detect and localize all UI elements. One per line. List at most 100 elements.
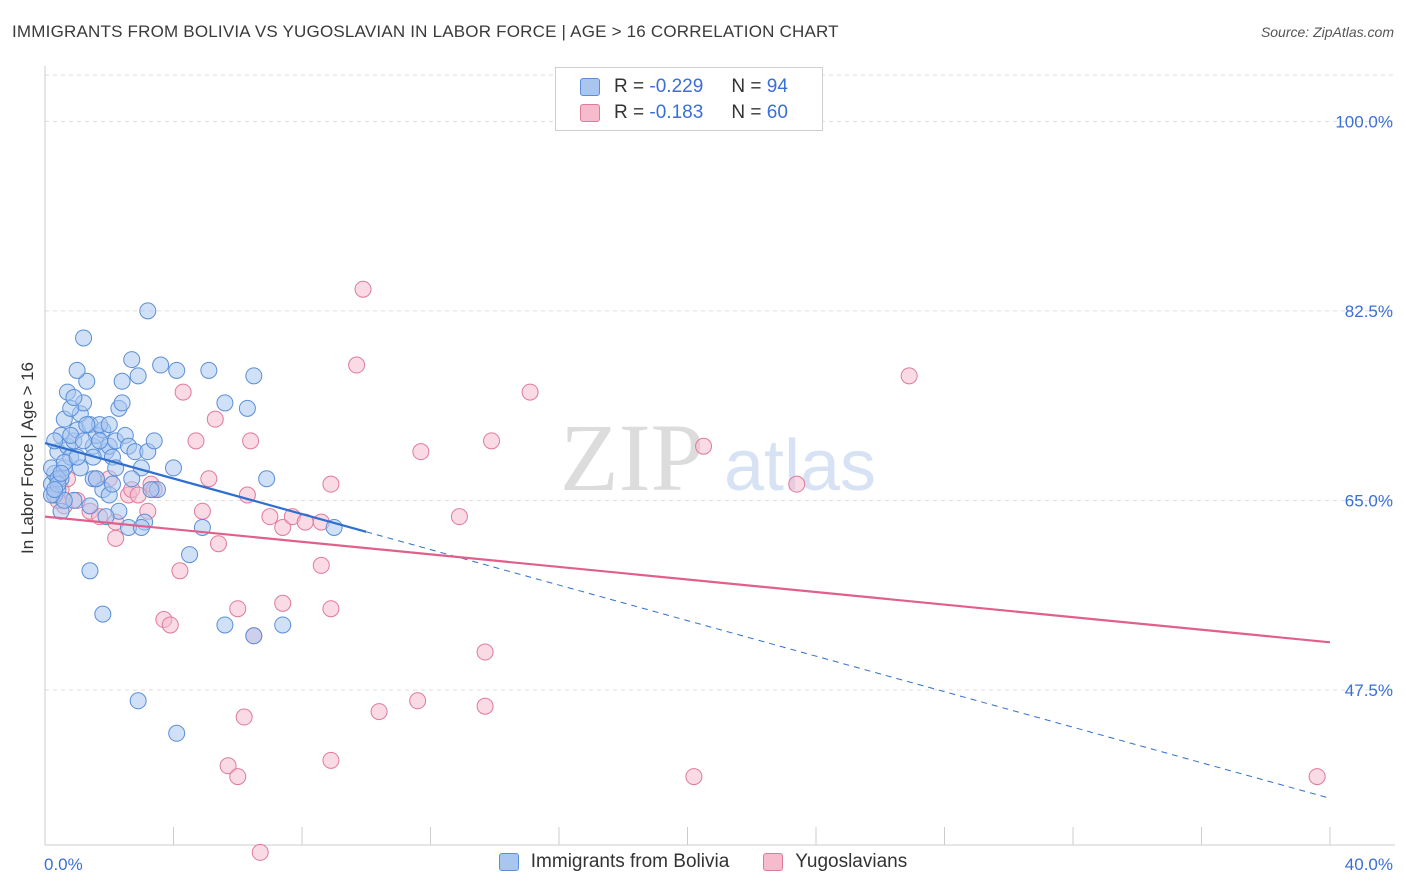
- data-point-yugoslavian: [900, 367, 918, 385]
- data-point-bolivia: [216, 394, 234, 412]
- data-point-bolivia: [113, 394, 131, 412]
- legend-n-value: 60: [766, 102, 788, 123]
- legend-r-label: R =: [614, 76, 645, 97]
- data-point-yugoslavian: [229, 768, 247, 786]
- data-point-yugoslavian: [229, 600, 247, 618]
- data-point-yugoslavian: [521, 383, 539, 401]
- trend-line-yugoslavian: [44, 515, 1331, 644]
- correlation-legend: R = -0.229 N = 94 R = -0.183 N = 60: [555, 67, 823, 131]
- y-tick-label: 100.0%: [1335, 112, 1393, 131]
- data-point-yugoslavian: [209, 535, 227, 553]
- legend-swatch-blue: [498, 853, 519, 871]
- data-point-bolivia: [274, 616, 292, 634]
- data-point-yugoslavian: [322, 751, 340, 769]
- data-point-bolivia: [75, 329, 93, 347]
- chart-title: IMMIGRANTS FROM BOLIVIA VS YUGOSLAVIAN I…: [12, 22, 839, 41]
- data-point-yugoslavian: [322, 600, 340, 618]
- data-point-bolivia: [52, 464, 70, 482]
- data-point-bolivia: [97, 508, 115, 526]
- legend-r-value: -0.183: [649, 102, 704, 123]
- data-point-yugoslavian: [242, 432, 260, 450]
- legend-r-label: R =: [614, 102, 645, 123]
- legend-item-yugoslavians: Yugoslavians: [763, 851, 907, 873]
- data-point-yugoslavian: [322, 475, 340, 493]
- x-tick-label: 0.0%: [44, 855, 83, 874]
- trend-layer: [44, 441, 1331, 799]
- data-point-yugoslavian: [274, 518, 292, 536]
- data-point-bolivia: [123, 470, 141, 488]
- legend-item-bolivia: Immigrants from Bolivia: [498, 851, 730, 873]
- data-point-bolivia: [78, 372, 96, 390]
- data-point-yugoslavian: [161, 616, 179, 634]
- data-point-yugoslavian: [685, 768, 703, 786]
- data-point-yugoslavian: [409, 692, 427, 710]
- data-point-bolivia: [113, 372, 131, 390]
- data-point-yugoslavian: [450, 508, 468, 526]
- watermark: ZIP atlas: [560, 404, 876, 511]
- data-point-bolivia: [165, 459, 182, 477]
- data-point-yugoslavian: [174, 383, 192, 401]
- data-point-yugoslavian: [412, 443, 430, 461]
- y-tick-label: 65.0%: [1345, 491, 1393, 510]
- data-point-bolivia: [81, 497, 99, 515]
- data-point-yugoslavian: [695, 437, 713, 455]
- data-point-yugoslavian: [219, 757, 237, 775]
- legend-n-label: N =: [731, 102, 762, 123]
- legend-swatch-blue: [580, 78, 600, 96]
- legend-row-bolivia: R = -0.229 N = 94: [580, 75, 788, 99]
- data-point-yugoslavian: [206, 410, 224, 428]
- data-point-bolivia: [168, 724, 186, 742]
- data-point-bolivia: [87, 470, 105, 488]
- data-point-bolivia: [68, 361, 86, 379]
- data-point-bolivia: [200, 361, 218, 379]
- y-tick-label: 82.5%: [1345, 302, 1393, 321]
- data-point-yugoslavian: [1308, 768, 1326, 786]
- data-point-bolivia: [103, 475, 121, 493]
- data-point-bolivia: [216, 616, 234, 634]
- data-point-bolivia: [100, 416, 118, 434]
- legend-n-label: N =: [731, 76, 762, 97]
- data-point-bolivia: [46, 481, 64, 499]
- data-point-bolivia: [129, 692, 147, 710]
- data-point-bolivia: [245, 627, 263, 645]
- data-point-bolivia: [91, 432, 109, 450]
- grid-layer: [45, 74, 1395, 691]
- data-point-yugoslavian: [200, 470, 218, 488]
- data-point-bolivia: [238, 399, 256, 417]
- legend-label-bolivia: Immigrants from Bolivia: [530, 851, 730, 872]
- watermark-zip: ZIP: [560, 404, 704, 511]
- data-point-bolivia: [78, 416, 96, 434]
- legend-swatch-pink: [763, 853, 784, 871]
- legend-swatch-pink: [580, 104, 600, 122]
- data-point-yugoslavian: [354, 280, 372, 298]
- data-point-bolivia: [81, 562, 99, 580]
- data-point-yugoslavian: [193, 502, 211, 520]
- data-point-yugoslavian: [483, 432, 501, 450]
- data-point-yugoslavian: [370, 703, 388, 721]
- y-tick-label: 47.5%: [1345, 681, 1393, 700]
- legend-row-yugoslavian: R = -0.183 N = 60: [580, 101, 788, 125]
- trend-extension-bolivia: [366, 531, 1331, 799]
- data-point-bolivia: [145, 432, 163, 450]
- data-point-bolivia: [129, 367, 147, 385]
- data-point-bolivia: [142, 481, 160, 499]
- y-axis-label: In Labor Force | Age > 16: [18, 362, 37, 554]
- data-point-yugoslavian: [274, 594, 292, 612]
- data-point-yugoslavian: [251, 843, 269, 861]
- data-point-bolivia: [123, 351, 141, 369]
- data-point-yugoslavian: [476, 643, 494, 661]
- data-point-bolivia: [65, 389, 83, 407]
- watermark-atlas: atlas: [724, 426, 876, 506]
- data-point-yugoslavian: [788, 475, 806, 493]
- data-point-yugoslavian: [312, 556, 330, 574]
- data-point-yugoslavian: [235, 708, 253, 726]
- trend-line-bolivia: [44, 441, 367, 533]
- series-legend: Immigrants from Bolivia Yugoslavians: [0, 851, 1406, 873]
- data-point-bolivia: [258, 470, 276, 488]
- data-point-yugoslavian: [476, 697, 494, 715]
- data-point-yugoslavian: [348, 356, 366, 374]
- legend-n-value: 94: [766, 76, 788, 97]
- data-point-bolivia: [75, 432, 93, 450]
- x-tick-label: 40.0%: [1345, 855, 1393, 874]
